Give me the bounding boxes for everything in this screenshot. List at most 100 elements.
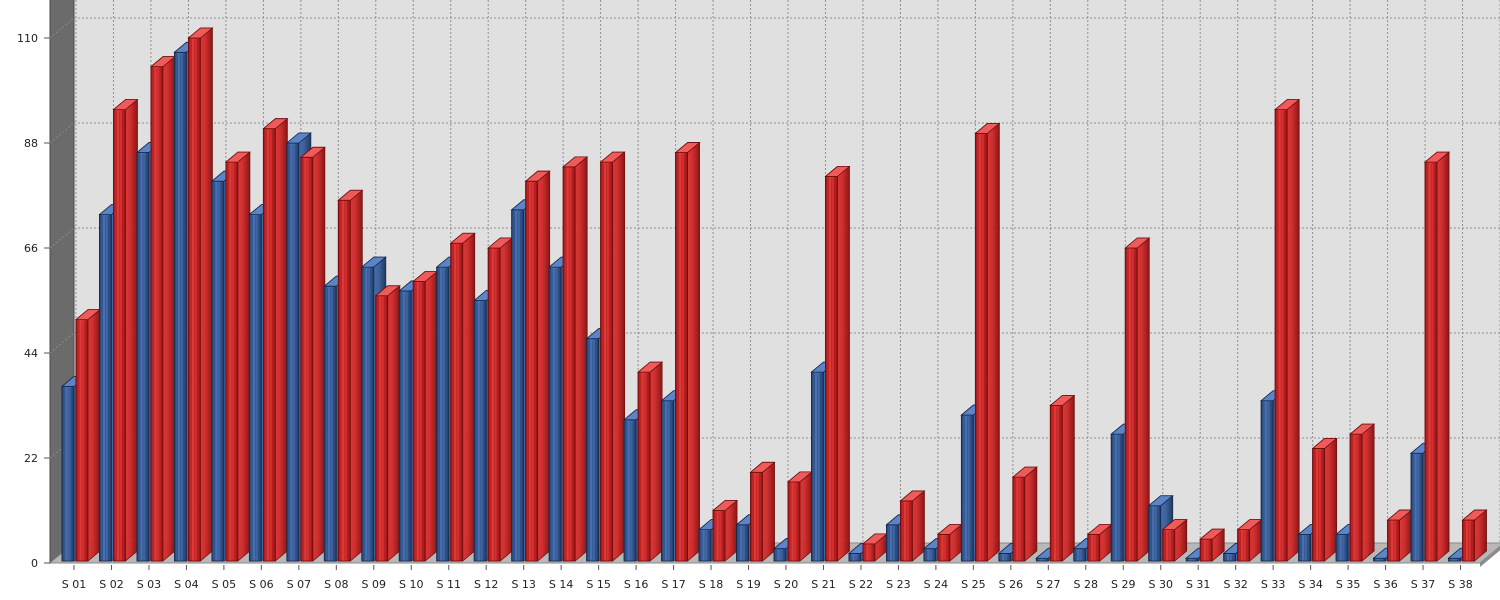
bar-top	[899, 490, 926, 502]
bar-red-S37	[1423, 151, 1451, 562]
y-tick-label: 110	[17, 32, 38, 45]
x-tick-label: S 15	[586, 578, 610, 591]
bar-red-S18	[711, 500, 739, 562]
grid-line-side	[49, 332, 75, 354]
x-tick-label: S 27	[1036, 578, 1060, 591]
bar-top	[1349, 423, 1376, 435]
bar-red-S27	[1049, 395, 1076, 562]
x-tick-label: S 37	[1411, 578, 1435, 591]
bar-red-S26	[1011, 466, 1038, 562]
x-tick-label: S 07	[287, 578, 311, 591]
bar-red-S25	[974, 123, 1001, 562]
bar-red-S15	[599, 151, 626, 562]
grid-line-side	[49, 437, 75, 459]
bar-red-S29	[1124, 237, 1151, 562]
bar-red-S23	[899, 490, 926, 562]
grid-line-side	[49, 227, 75, 249]
bar-top	[449, 232, 476, 244]
x-tick-label: S 21	[811, 578, 835, 591]
y-axis-ticks: 0 22 44 66 88 110	[17, 32, 50, 570]
bar-top	[1461, 509, 1488, 521]
x-tick-label: S 05	[212, 578, 236, 591]
y-tick-label: 66	[24, 242, 38, 255]
x-tick-label: S 23	[886, 578, 910, 591]
x-tick-label: S 16	[624, 578, 648, 591]
grid-lines	[49, 0, 1500, 543]
bar-red-S05	[224, 151, 251, 562]
bar-top	[285, 132, 312, 144]
bar-top	[360, 256, 387, 268]
bar-top	[1147, 495, 1174, 507]
bar-red-S32	[1236, 519, 1263, 562]
x-tick-label: S 04	[174, 578, 198, 591]
x-tick-label: S 08	[324, 578, 348, 591]
bar-red-S13	[524, 170, 551, 562]
bar-red-S08	[337, 189, 364, 562]
bar-red-S07	[299, 146, 326, 562]
bar-red-S21	[824, 166, 851, 562]
bar-red-S02	[112, 99, 139, 562]
bar-red-S03	[149, 56, 177, 562]
bar-top	[262, 118, 289, 130]
x-tick-label: S 12	[474, 578, 498, 591]
x-tick-label: S 19	[736, 578, 760, 591]
bar-top	[224, 151, 251, 163]
bar-top	[374, 285, 401, 297]
bar-red-S24	[936, 523, 963, 562]
bar-red-S09	[374, 285, 401, 562]
bar-red-S10	[412, 271, 439, 562]
bar-red-S38	[1461, 509, 1488, 562]
bar-top	[974, 123, 1001, 134]
x-axis-ticks: S 01 S 02 S 03 S 04 S 05 S 06 S 07 S 08 S 09 S 10…	[62, 565, 1473, 591]
x-tick-label: S 14	[549, 578, 573, 591]
bar-top	[711, 500, 739, 511]
x-tick-label: S 29	[1111, 578, 1135, 591]
bar-red-S12	[487, 237, 514, 562]
x-tick-label: S 30	[1148, 578, 1172, 591]
x-tick-label: S 38	[1448, 578, 1472, 591]
bar-red-S17	[674, 142, 701, 562]
bar-red-S14	[562, 156, 589, 562]
x-tick-label: S 24	[924, 578, 948, 591]
x-tick-label: S 20	[774, 578, 798, 591]
x-tick-label: S 03	[137, 578, 161, 591]
x-tick-label: S 02	[99, 578, 123, 591]
x-tick-label: S 31	[1186, 578, 1210, 591]
bar-red-S06	[262, 118, 289, 562]
bar-red-S19	[749, 461, 776, 562]
grid-line-side	[49, 17, 75, 39]
bar-top	[599, 151, 626, 163]
bar-top	[1124, 237, 1151, 249]
bar-red-S35	[1349, 423, 1376, 562]
bar-red-S33	[1274, 99, 1301, 562]
x-tick-label: S 28	[1074, 578, 1098, 591]
bar-top	[1274, 99, 1301, 110]
x-tick-label: S 22	[849, 578, 873, 591]
x-tick-label: S 10	[399, 578, 423, 591]
x-tick-label: S 32	[1223, 578, 1247, 591]
bar-red-S04	[187, 27, 214, 562]
bar-top	[674, 142, 701, 153]
y-tick-label: 0	[31, 557, 38, 570]
x-tick-label: S 25	[961, 578, 985, 591]
x-tick-label: S 36	[1373, 578, 1397, 591]
bar-top	[524, 170, 551, 182]
x-tick-label: S 26	[999, 578, 1023, 591]
bar-top	[1199, 528, 1226, 540]
bar-top	[637, 361, 664, 373]
grid-line-side	[49, 122, 75, 144]
y-tick-label: 22	[24, 452, 38, 465]
x-tick-label: S 06	[249, 578, 273, 591]
x-tick-label: S 01	[62, 578, 86, 591]
y-tick-label: 88	[24, 137, 38, 150]
bar-red-S11	[449, 232, 476, 562]
bar-red-S28	[1086, 523, 1113, 562]
y-tick-label: 44	[24, 347, 38, 360]
bar-red-S31	[1199, 528, 1226, 562]
bar-red-S01	[74, 309, 102, 562]
bar-red-S34	[1311, 438, 1338, 562]
bar-top	[749, 461, 776, 473]
bar-red-S20	[786, 471, 814, 562]
x-tick-label: S 33	[1261, 578, 1285, 591]
